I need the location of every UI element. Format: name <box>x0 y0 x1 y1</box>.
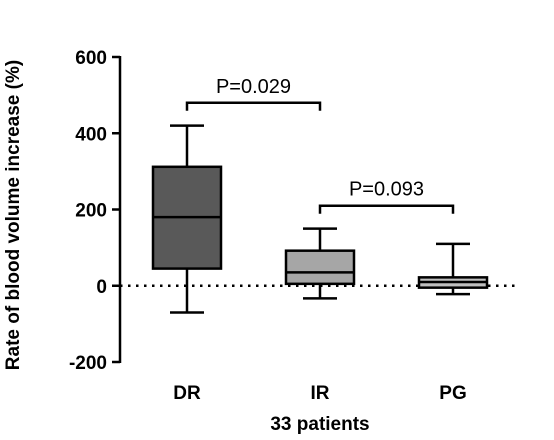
p-value-label: P=0.093 <box>349 179 424 201</box>
box-dr <box>151 124 223 314</box>
p-value-label: P=0.029 <box>216 76 291 98</box>
bracket-line <box>318 204 455 214</box>
y-tick-label: 400 <box>75 124 107 145</box>
box-pg <box>417 242 489 296</box>
significance-brackets: P=0.029 P=0.093 <box>185 76 455 214</box>
y-tick-label: 200 <box>75 201 107 222</box>
y-axis-title: Rate of blood volume increase (%) <box>3 60 24 370</box>
y-axis: -200 0 200 400 600 <box>69 48 122 374</box>
significance-bracket: P=0.093 <box>318 179 455 214</box>
y-tick-label: 0 <box>96 277 107 298</box>
box-ir <box>284 227 356 300</box>
y-tick-label: 600 <box>75 48 107 69</box>
x-axis-title: 33 patients <box>270 414 369 435</box>
significance-bracket: P=0.029 <box>185 76 322 111</box>
x-category-label: DR <box>173 383 201 404</box>
y-tick-label: -200 <box>69 353 107 374</box>
box-series <box>151 124 489 314</box>
bracket-line <box>185 101 322 111</box>
iqr-box <box>284 249 356 286</box>
x-category-label: PG <box>439 383 466 404</box>
x-category-label: IR <box>311 383 330 404</box>
x-axis: DR IR PG <box>173 383 466 404</box>
